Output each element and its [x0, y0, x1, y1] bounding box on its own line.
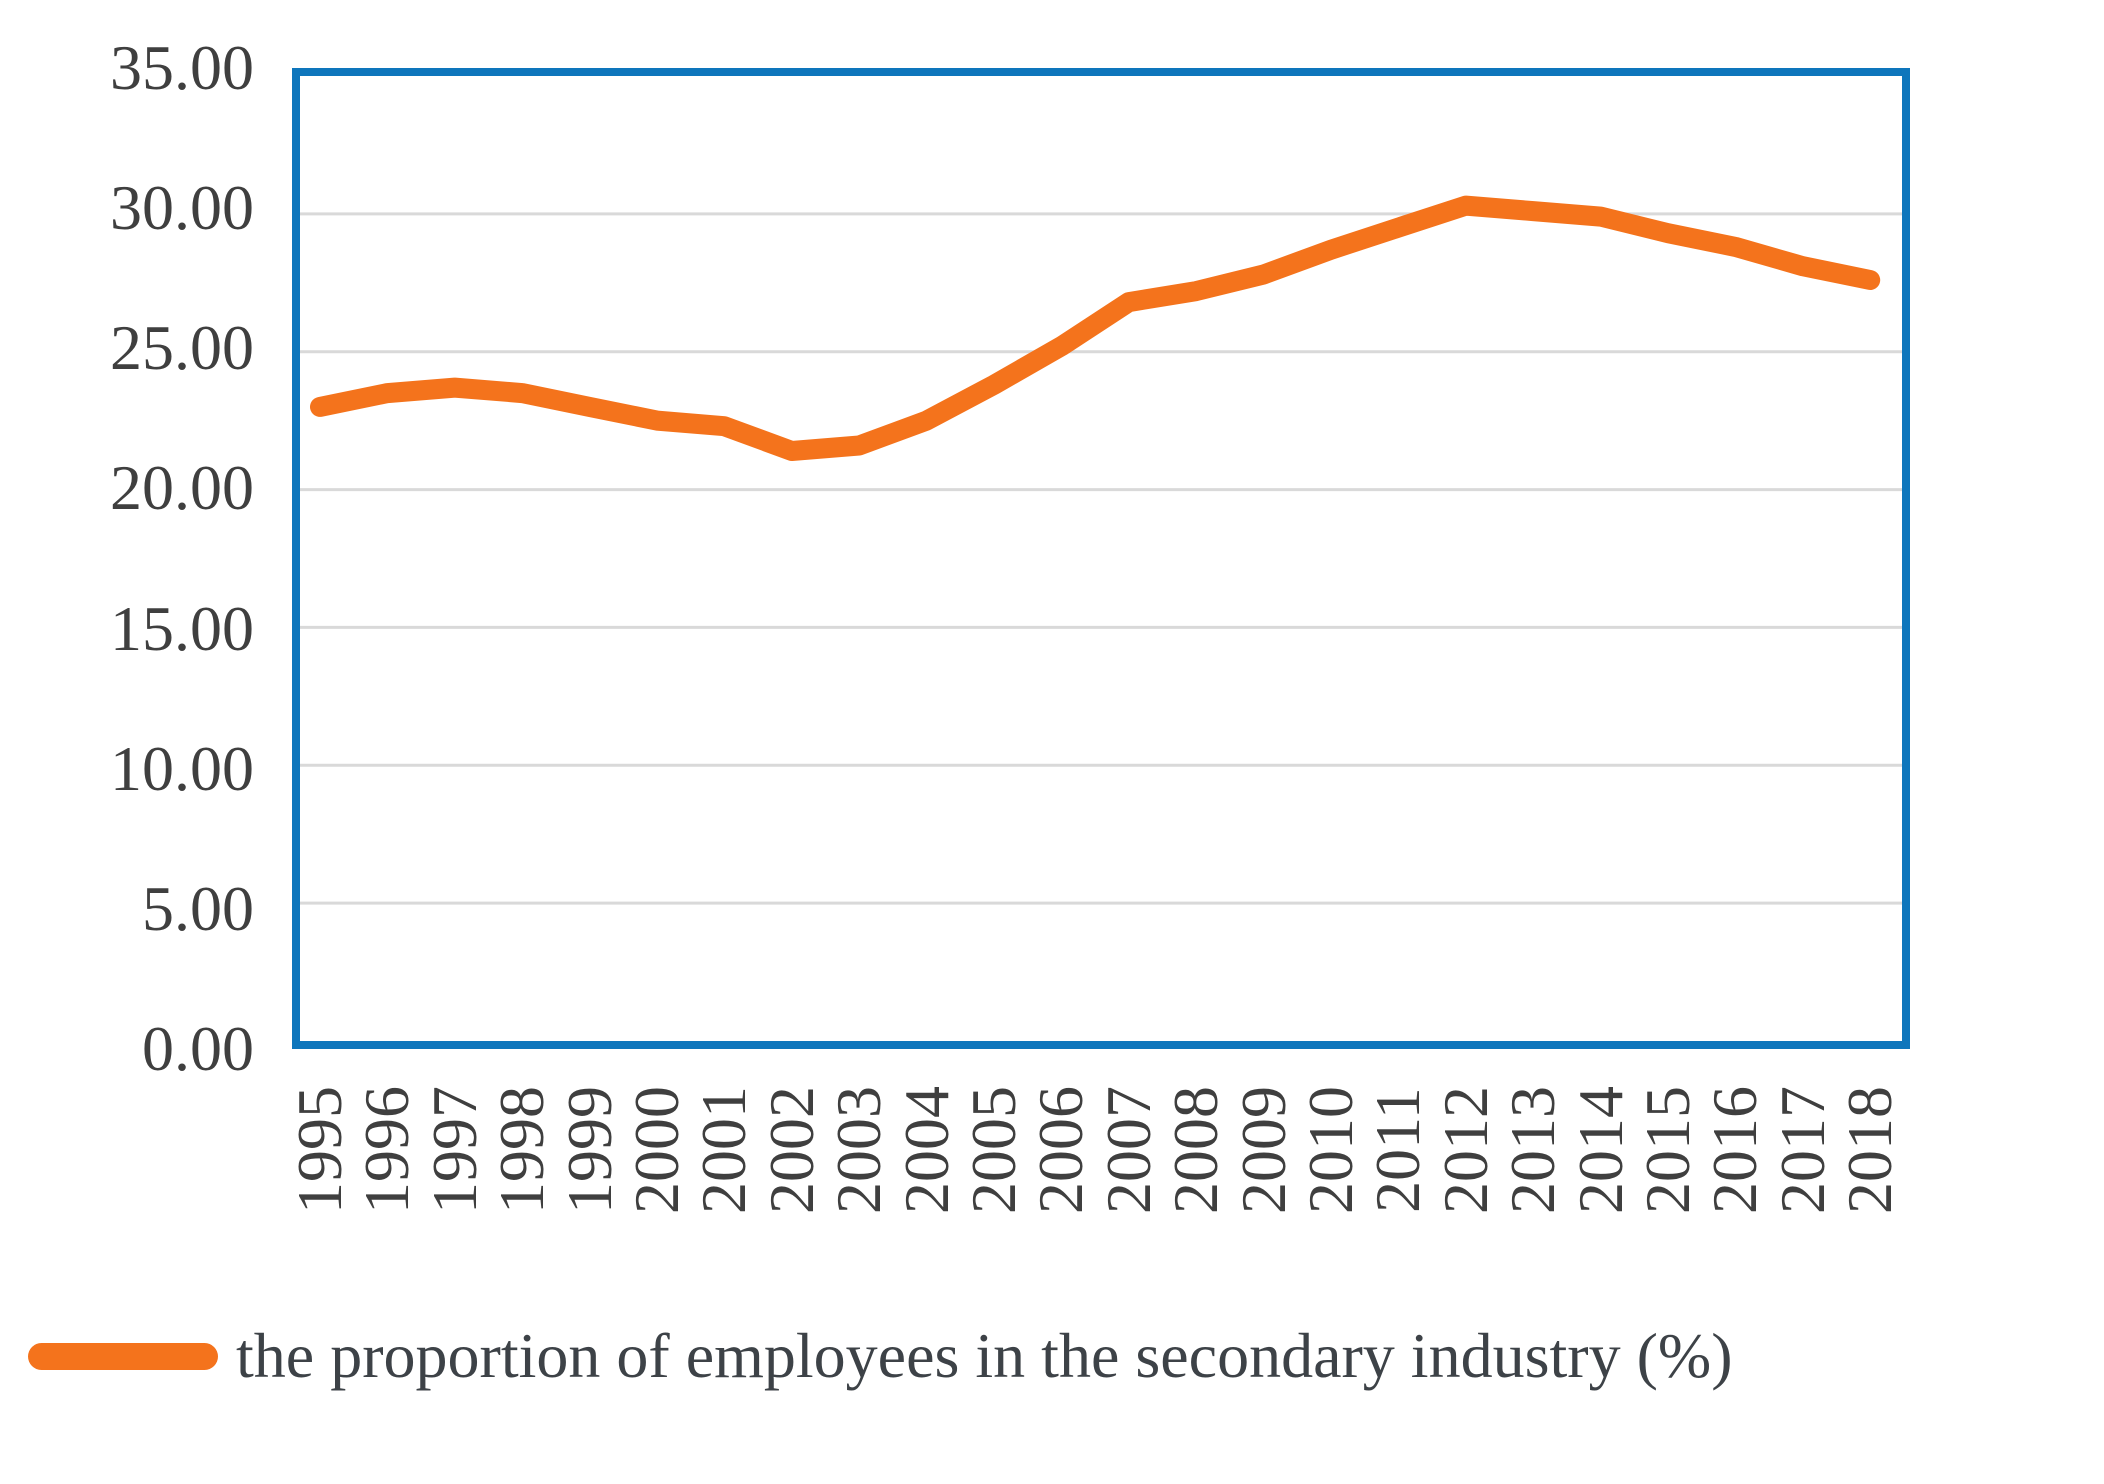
- x-tick-label-2016: 2016: [1699, 1086, 1771, 1214]
- x-tick-label-2007: 2007: [1092, 1086, 1164, 1214]
- plot-area: [292, 68, 1910, 1049]
- x-tick-label-2005: 2005: [958, 1086, 1029, 1214]
- x-tick-label-2015: 2015: [1632, 1086, 1703, 1214]
- y-tick-label-35.00: 35.00: [110, 32, 254, 103]
- x-tick-label-2011: 2011: [1362, 1087, 1434, 1213]
- x-tick-label-2001: 2001: [688, 1086, 760, 1214]
- legend-line-swatch: [28, 1342, 218, 1370]
- x-tick-label-2010: 2010: [1295, 1086, 1366, 1214]
- y-tick-label-30.00: 30.00: [110, 172, 254, 244]
- x-tick-label-2012: 2012: [1429, 1086, 1501, 1214]
- x-tick-label-2002: 2002: [755, 1086, 827, 1214]
- x-tick-label-1996: 1996: [351, 1086, 423, 1214]
- x-tick-label-1995: 1995: [284, 1086, 355, 1214]
- x-tick-label-2006: 2006: [1025, 1086, 1097, 1214]
- legend: the proportion of employees in the secon…: [28, 1318, 1733, 1394]
- x-tick-label-2000: 2000: [621, 1086, 692, 1214]
- x-tick-label-2013: 2013: [1497, 1086, 1569, 1214]
- x-tick-label-2008: 2008: [1160, 1086, 1232, 1214]
- y-tick-label-25.00: 25.00: [110, 312, 254, 384]
- x-tick-label-2004: 2004: [890, 1086, 962, 1214]
- y-tick-label-15.00: 15.00: [110, 592, 254, 664]
- x-tick-label-2017: 2017: [1766, 1086, 1838, 1214]
- plot-svg: [300, 195, 1902, 905]
- x-tick-label-1997: 1997: [418, 1086, 490, 1214]
- y-tick-label-5.00: 5.00: [142, 872, 254, 944]
- x-tick-label-1999: 1999: [553, 1086, 625, 1214]
- x-tick-label-1998: 1998: [486, 1086, 558, 1214]
- y-tick-label-0.00: 0.00: [142, 1013, 254, 1084]
- legend-label: the proportion of employees in the secon…: [236, 1320, 1733, 1391]
- x-tick-label-2003: 2003: [823, 1086, 895, 1214]
- y-tick-label-20.00: 20.00: [110, 452, 254, 524]
- x-tick-label-2018: 2018: [1834, 1086, 1906, 1214]
- series-line: [310, 195, 1881, 461]
- y-tick-label-10.00: 10.00: [110, 732, 254, 804]
- x-tick-label-2014: 2014: [1564, 1086, 1636, 1214]
- x-tick-label-2009: 2009: [1227, 1086, 1299, 1214]
